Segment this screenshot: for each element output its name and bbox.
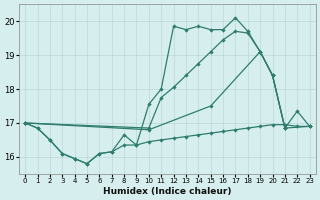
X-axis label: Humidex (Indice chaleur): Humidex (Indice chaleur)	[103, 187, 232, 196]
